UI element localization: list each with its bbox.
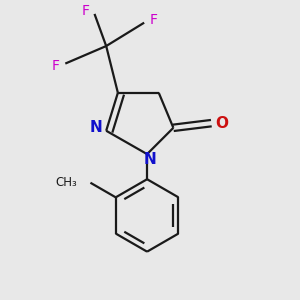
Text: F: F [52, 59, 60, 74]
Text: O: O [215, 116, 228, 131]
Text: CH₃: CH₃ [56, 176, 78, 189]
Text: N: N [144, 152, 156, 167]
Text: N: N [89, 120, 102, 135]
Text: F: F [81, 4, 89, 18]
Text: F: F [149, 13, 158, 27]
